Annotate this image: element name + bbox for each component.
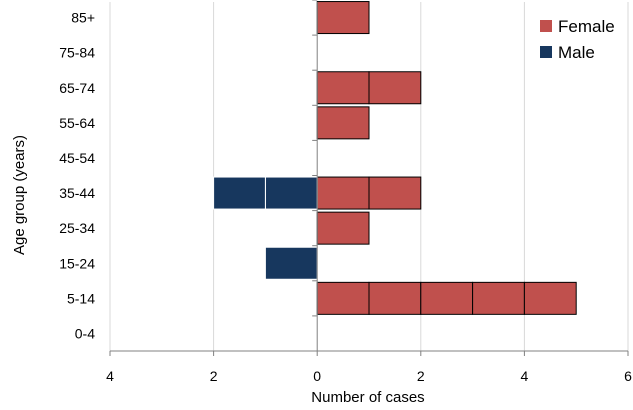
x-tick-label: 2: [210, 368, 218, 384]
y-tick-labels: 0-4 5-14 15-24 25-34 35-44 45-54 55-64 65-74 75-…: [59, 10, 95, 342]
bar-male-35-44: [213, 176, 266, 210]
x-tick-label: 4: [106, 368, 114, 384]
y-tick-label: 45-54: [59, 150, 95, 166]
bar-female-35-44: [316, 176, 370, 210]
bar-female-5-14: [420, 281, 474, 315]
x-tick-label: 4: [521, 368, 529, 384]
y-tick-label: 55-64: [59, 115, 95, 131]
bar-female-85+: [316, 1, 370, 35]
legend-label-male: Male: [558, 43, 595, 62]
x-tick-label: 2: [417, 368, 425, 384]
y-tick-label: 25-34: [59, 220, 95, 236]
x-axis-title: Number of cases: [311, 389, 424, 406]
axes: [109, 0, 629, 356]
legend-swatch-male: [540, 46, 552, 58]
bar-male-35-44: [264, 176, 318, 210]
bar-female-5-14: [316, 281, 370, 315]
y-tick-label: 0-4: [75, 325, 95, 341]
y-tick-label: 5-14: [67, 290, 95, 306]
legend-swatch-female: [540, 20, 552, 32]
y-tick-label: 85+: [71, 10, 95, 26]
bar-male-15-24: [264, 246, 318, 280]
bar-female-5-14: [523, 281, 577, 315]
bar-female-25-34: [316, 211, 370, 245]
bars: [213, 1, 577, 315]
y-tick-label: 65-74: [59, 80, 95, 96]
bar-female-65-74: [368, 71, 422, 105]
bar-female-5-14: [472, 281, 525, 315]
bar-female-5-14: [368, 281, 422, 315]
bar-female-65-74: [316, 71, 370, 105]
x-tick-label: 6: [624, 368, 632, 384]
x-tick-label: 0: [313, 368, 321, 384]
legend-label-female: Female: [558, 17, 615, 36]
x-tick-labels: 4 2 0 2 4 6: [106, 368, 632, 384]
y-tick-label: 75-84: [59, 45, 95, 61]
bar-female-35-44: [368, 176, 422, 210]
y-tick-label: 35-44: [59, 185, 95, 201]
legend: Female Male: [540, 17, 615, 62]
y-tick-label: 15-24: [59, 255, 95, 271]
bar-female-55-64: [316, 106, 370, 140]
y-axis-title: Age group (years): [11, 135, 28, 255]
